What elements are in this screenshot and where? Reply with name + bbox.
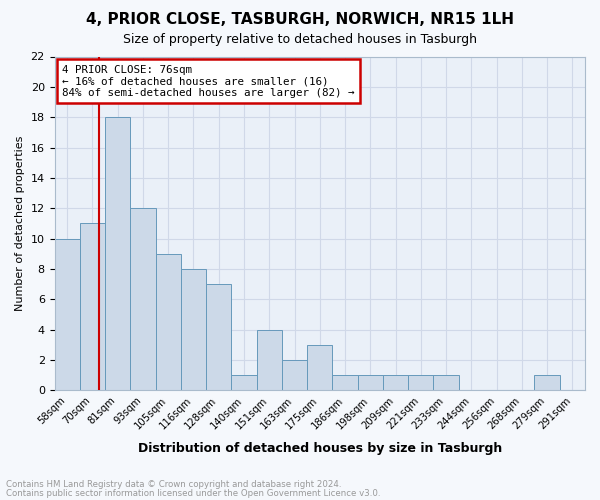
Text: 4, PRIOR CLOSE, TASBURGH, NORWICH, NR15 1LH: 4, PRIOR CLOSE, TASBURGH, NORWICH, NR15 … <box>86 12 514 28</box>
Bar <box>181 269 206 390</box>
Bar <box>155 254 181 390</box>
Bar <box>332 375 358 390</box>
Bar <box>433 375 458 390</box>
Text: 4 PRIOR CLOSE: 76sqm
← 16% of detached houses are smaller (16)
84% of semi-detac: 4 PRIOR CLOSE: 76sqm ← 16% of detached h… <box>62 65 355 98</box>
X-axis label: Distribution of detached houses by size in Tasburgh: Distribution of detached houses by size … <box>137 442 502 455</box>
Bar <box>206 284 232 391</box>
Y-axis label: Number of detached properties: Number of detached properties <box>15 136 25 311</box>
Bar <box>535 375 560 390</box>
Text: Size of property relative to detached houses in Tasburgh: Size of property relative to detached ho… <box>123 32 477 46</box>
Bar <box>408 375 433 390</box>
Text: Contains HM Land Registry data © Crown copyright and database right 2024.: Contains HM Land Registry data © Crown c… <box>6 480 341 489</box>
Text: Contains public sector information licensed under the Open Government Licence v3: Contains public sector information licen… <box>6 489 380 498</box>
Bar <box>130 208 155 390</box>
Bar <box>307 345 332 391</box>
Bar <box>80 224 105 390</box>
Bar <box>383 375 408 390</box>
Bar <box>105 117 130 390</box>
Bar <box>257 330 282 390</box>
Bar <box>232 375 257 390</box>
Bar <box>282 360 307 390</box>
Bar <box>358 375 383 390</box>
Bar <box>55 238 80 390</box>
